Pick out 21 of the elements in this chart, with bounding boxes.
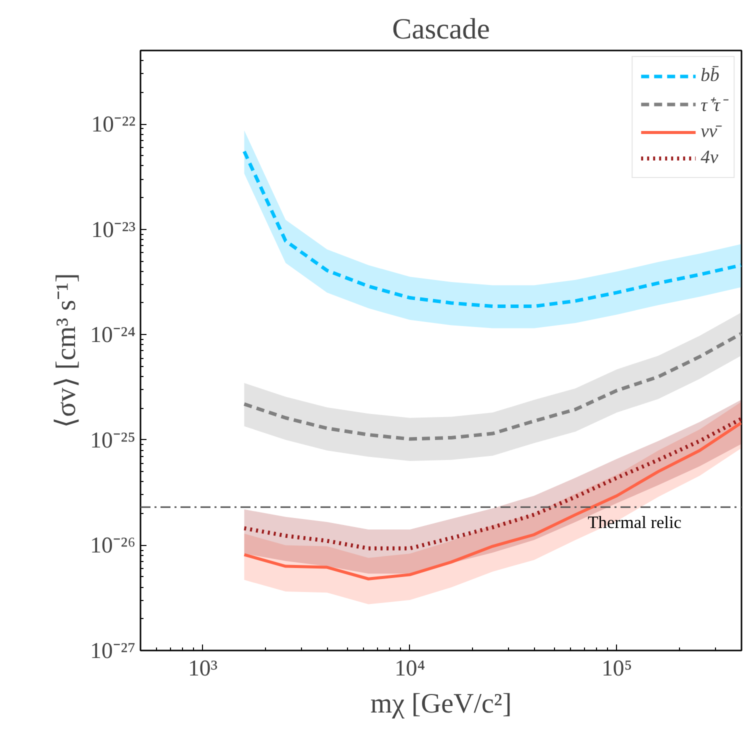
line-series [242, 421, 742, 580]
y-tick-label: 10⁻²⁵ [90, 427, 136, 452]
x-tick-label: 10³ [188, 656, 218, 680]
y-tick-label: 10⁻²⁴ [90, 322, 136, 348]
x-tick-label: 10⁴ [394, 656, 426, 680]
legend-label: 4ν [700, 147, 720, 169]
y-tick-label: 10⁻²³ [91, 216, 136, 242]
y-tick-label: 10⁻²⁶ [90, 532, 136, 558]
line-series [242, 417, 742, 550]
line-series [242, 150, 742, 308]
ref-line-label: Thermal relic [588, 513, 682, 532]
line-series [242, 332, 742, 441]
x-tick-label: 10⁵ [602, 656, 632, 680]
y-axis-title: ⟨σv⟩ [cm³ s⁻¹] [51, 273, 82, 428]
legend-label: τ⁺τ⁻ [700, 94, 726, 117]
legend-label: bb̄ [700, 65, 720, 87]
chart-title: Cascade [392, 14, 490, 46]
x-axis-title: mχ [GeV/c²] [370, 688, 512, 720]
y-tick-label: 10⁻²⁷ [90, 638, 136, 663]
y-tick-label: 10⁻²² [91, 112, 136, 137]
legend-label: νν̄ [700, 121, 721, 143]
